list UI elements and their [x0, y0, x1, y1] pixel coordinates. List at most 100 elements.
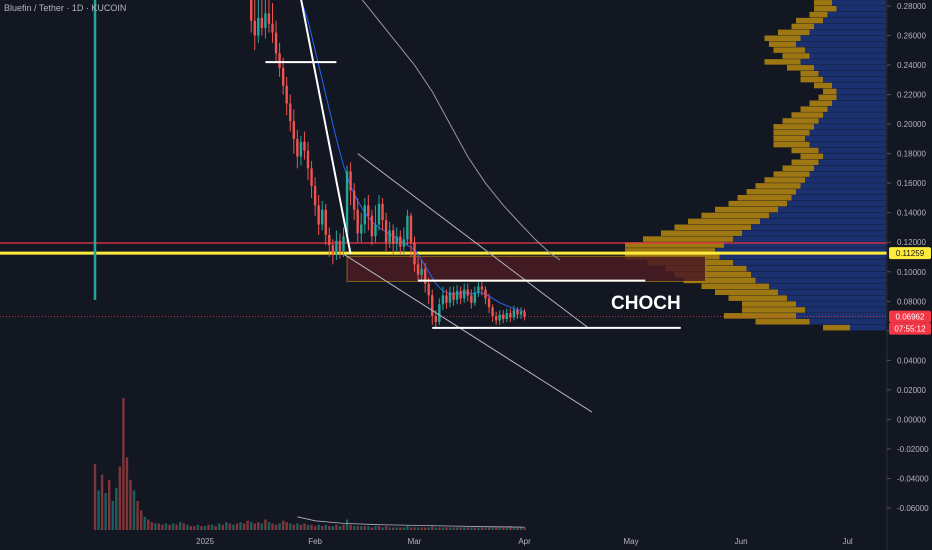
volume-bar — [491, 527, 494, 530]
time-tick-label: Mar — [408, 537, 422, 546]
volume-profile-row-up — [715, 248, 886, 254]
volume-profile-row-down — [625, 248, 715, 254]
volume-profile-row-up — [809, 141, 886, 148]
volume-profile-row-up — [827, 11, 886, 18]
sma-line — [361, 0, 561, 261]
current-price-badge-bg — [889, 310, 931, 323]
candle-body — [303, 141, 306, 151]
volume-profile-row-down — [773, 135, 805, 142]
volume-profile-row-down — [742, 307, 805, 313]
price-tick-label: -0.06000 — [897, 504, 929, 513]
time-axis[interactable]: 2025 Feb Mar Apr May Jun Jul — [196, 537, 853, 546]
volume-profile-row-down — [809, 100, 832, 106]
volume-profile-row-up — [800, 183, 886, 189]
volume-bar — [285, 522, 288, 530]
volume-bar — [399, 527, 402, 530]
candle-body — [523, 311, 526, 317]
volume-bar — [498, 527, 501, 530]
volume-profile-row-down — [800, 106, 828, 112]
volume-bar — [93, 464, 97, 530]
volume-profile-row-up — [787, 200, 886, 207]
volume-bar — [292, 524, 295, 530]
candle-body — [338, 240, 342, 252]
candle-body — [434, 316, 437, 322]
volume-profile-row-down — [755, 183, 801, 189]
candle-body — [299, 141, 303, 157]
volume-profile-row-up — [818, 118, 886, 124]
volume-profile-row-down — [742, 301, 796, 307]
volume-bar — [448, 527, 452, 530]
candle-body — [281, 68, 285, 86]
candle-body — [441, 295, 445, 305]
volume-profile-row-down — [764, 59, 801, 65]
volume-bar — [207, 524, 210, 530]
volume-profile-row-down — [787, 65, 814, 71]
volume-bar — [434, 527, 437, 530]
volume-profile-row-up — [751, 271, 886, 278]
candle-body — [324, 209, 327, 235]
candle-body — [516, 310, 519, 315]
volume-bar — [179, 522, 182, 530]
volume-profile-row-down — [764, 35, 801, 42]
candle-body — [271, 23, 274, 33]
volume-profile-row-down — [773, 124, 814, 130]
candle-body — [452, 292, 455, 300]
candle-body — [399, 236, 402, 247]
volume-bar — [356, 526, 359, 530]
candle-body — [473, 292, 477, 303]
trendline-channel-upper — [357, 153, 589, 329]
volume-bar — [413, 527, 416, 530]
volume-bar — [317, 524, 320, 530]
volume-bar — [455, 527, 459, 530]
volume-profile-row-up — [823, 17, 886, 24]
candle-body — [477, 286, 480, 293]
volume-profile-row-up — [814, 124, 886, 130]
volume-bar — [420, 527, 423, 530]
candle-body — [420, 268, 423, 275]
volume-profile-row-down — [809, 11, 828, 18]
volume-profile-row-up — [809, 130, 886, 136]
volume-bar — [200, 526, 203, 530]
volume-profile-row-down — [778, 29, 810, 36]
volume-profile-row-down — [701, 212, 769, 219]
volume-bar — [203, 526, 207, 530]
volume-profile-row-up — [787, 295, 886, 301]
volume-profile-row-down — [823, 324, 850, 331]
time-tick-label: Apr — [518, 537, 531, 546]
volume-bar — [519, 527, 523, 530]
candle-body — [285, 85, 288, 104]
volume-bar — [111, 500, 114, 530]
volume-profile-row-down — [625, 242, 724, 248]
volume-bar — [299, 524, 303, 530]
volume-profile-row-up — [733, 236, 886, 242]
volume-profile-row-up — [769, 212, 886, 219]
volume-profile-row-down — [800, 76, 823, 83]
candle-body — [409, 215, 413, 243]
volume-bar — [139, 510, 143, 530]
volume-bar — [250, 522, 253, 530]
price-tick-label: 0.10000 — [897, 268, 926, 277]
symbol-legend[interactable]: Bluefin / Tether · 1D · KUCOIN — [4, 3, 127, 13]
volume-bar — [406, 526, 409, 530]
trendline-steep-downtrend — [300, 0, 352, 255]
candle-body — [370, 215, 374, 237]
volume-profile-row-down — [782, 53, 810, 59]
volume-profile-row-down — [715, 206, 778, 213]
candle-body — [406, 215, 409, 240]
volume-profile-row-down — [755, 319, 810, 325]
volume-profile-row-down — [773, 47, 805, 53]
volume-profile-row-up — [760, 218, 886, 225]
volume-profile-row-down — [728, 200, 787, 207]
volume-bar — [459, 527, 462, 530]
volume-bar — [100, 474, 104, 530]
volume-bar — [129, 479, 132, 530]
candle-body — [487, 298, 491, 308]
volume-profile-row-up — [823, 153, 886, 160]
price-tick-label: 0.28000 — [897, 2, 926, 11]
volume-bar — [242, 523, 246, 530]
volume-bar — [97, 490, 100, 530]
volume-profile-row-down — [674, 224, 751, 231]
volume-bar — [235, 523, 239, 530]
volume-bar — [338, 526, 342, 530]
